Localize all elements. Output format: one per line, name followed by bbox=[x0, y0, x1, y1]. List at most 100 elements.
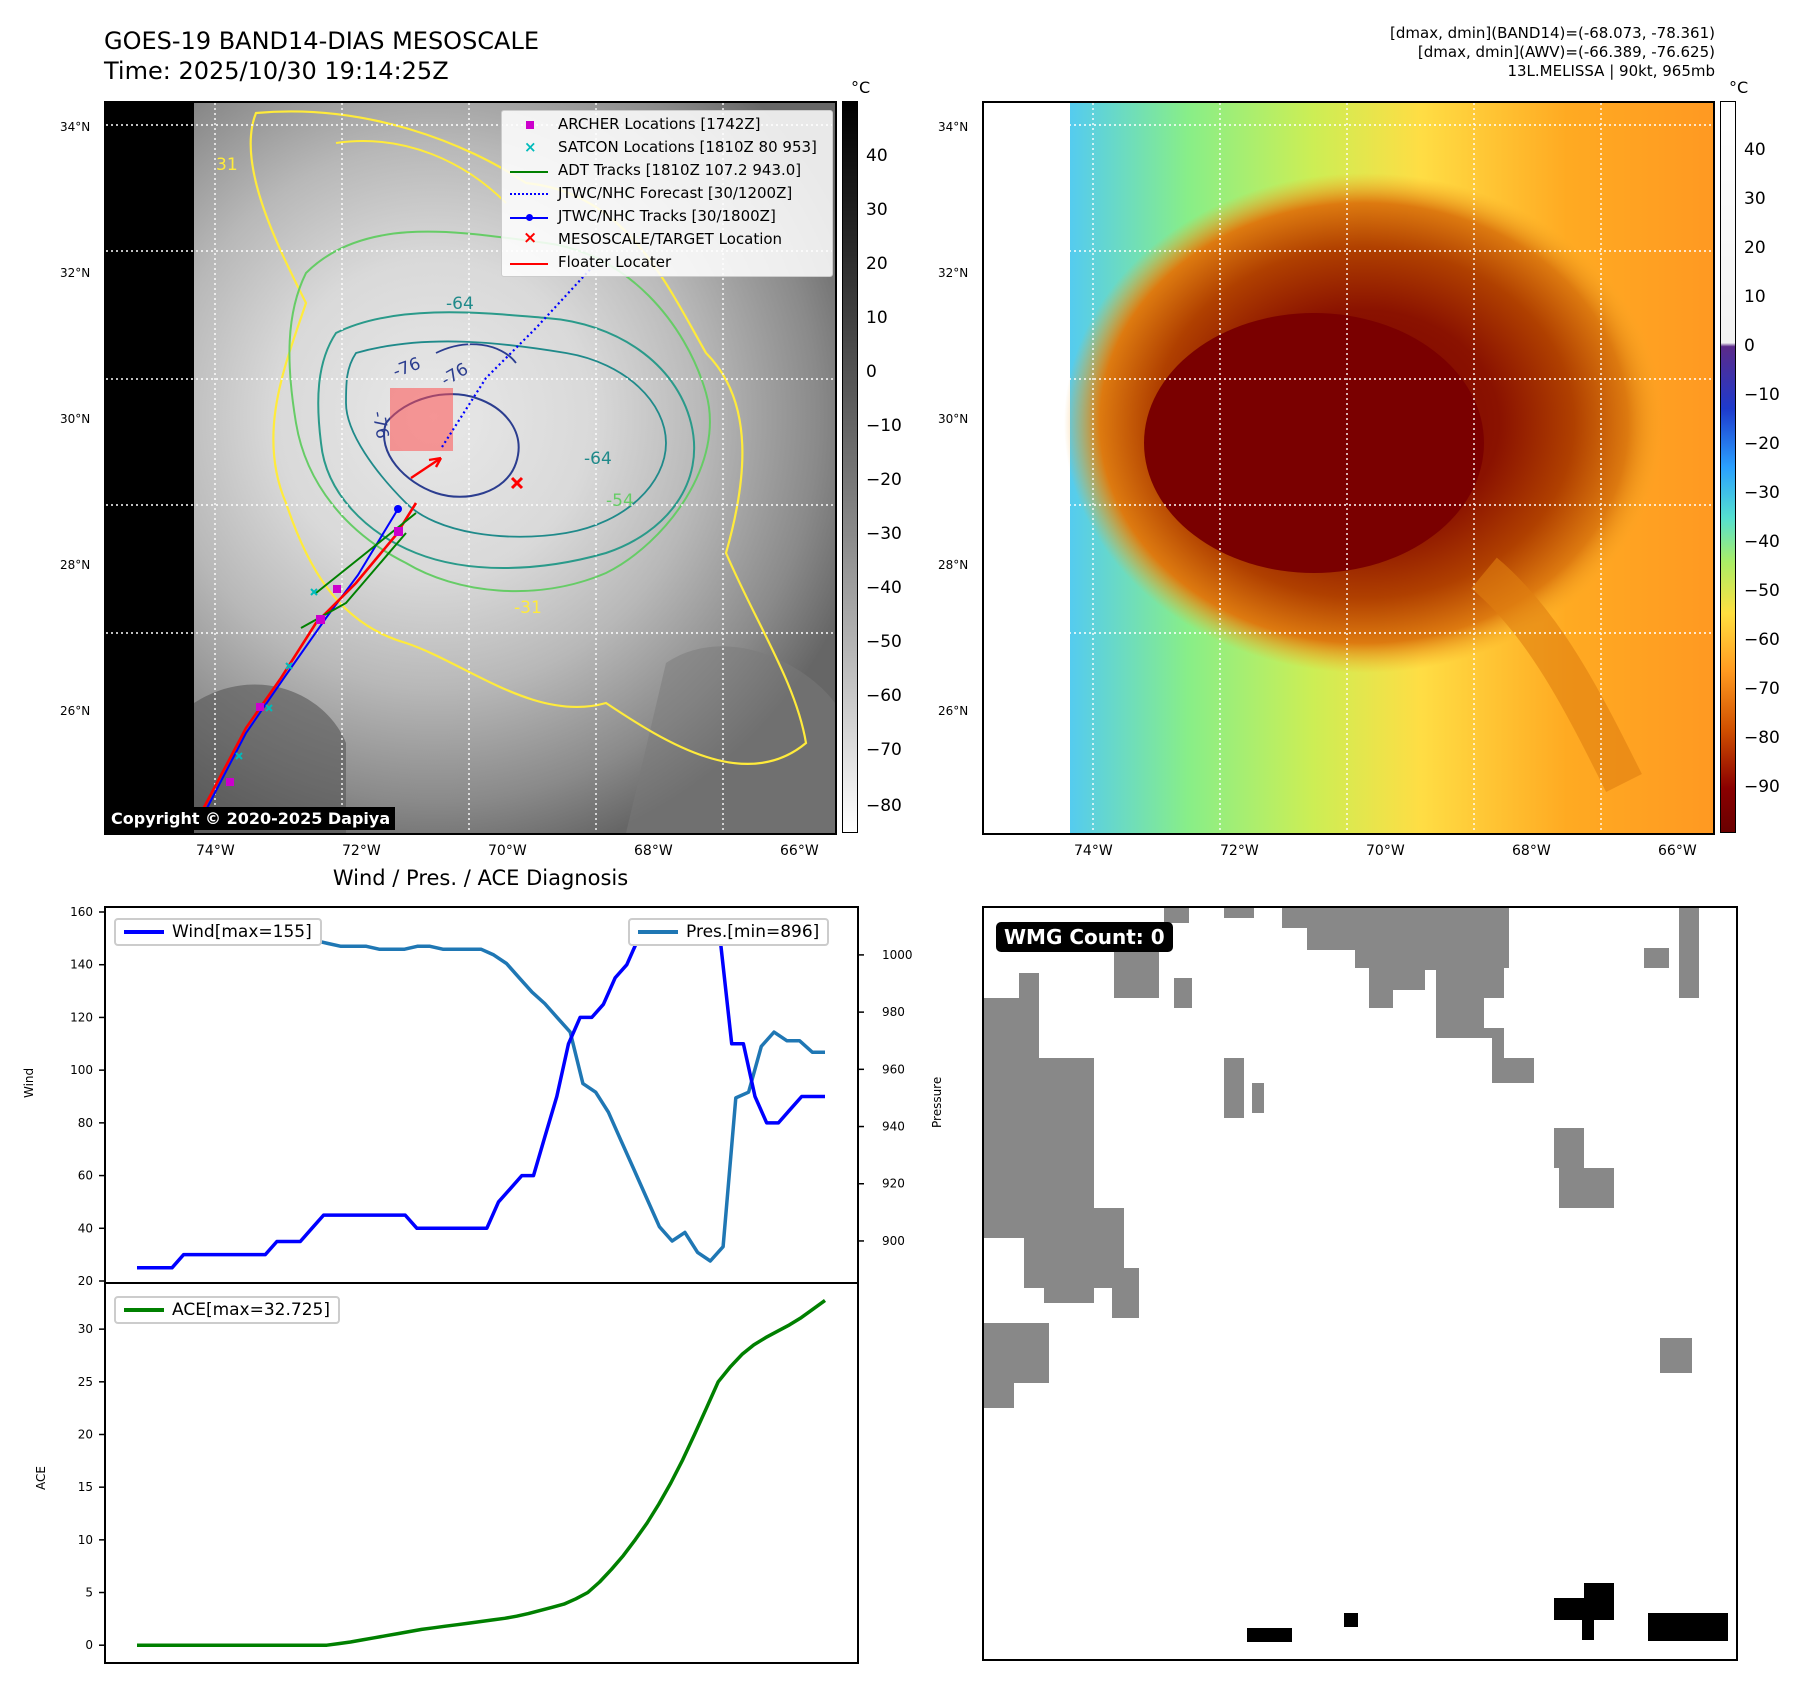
wind-tick-label: 20 bbox=[78, 1274, 93, 1288]
contour-label: -54 bbox=[606, 491, 634, 511]
colorbar-tick: −50 bbox=[1744, 581, 1780, 601]
wind-line bbox=[137, 923, 825, 1270]
colorbar-tick: −50 bbox=[866, 632, 902, 652]
colorbar-unit: °C bbox=[1729, 78, 1749, 97]
band14-map: -64 -76 -76 -76 -64 -54 -31 31 ARCHER Lo… bbox=[104, 101, 837, 835]
lat-label: 26°N bbox=[938, 704, 969, 718]
pressure-tick-label: 920 bbox=[882, 1177, 905, 1191]
legend-label: ARCHER Locations [1742Z] bbox=[558, 115, 761, 133]
colorbar-tick: −10 bbox=[866, 416, 902, 436]
wind-tick-label: 100 bbox=[70, 1063, 93, 1077]
wind-tick-label: 140 bbox=[70, 958, 93, 972]
pressure-tick-label: 900 bbox=[882, 1234, 905, 1248]
ace-plot-frame bbox=[104, 1282, 859, 1664]
colorbar-tick: 10 bbox=[866, 308, 888, 328]
pressure-legend-line-icon bbox=[638, 930, 678, 934]
red-x-icon: × bbox=[523, 227, 538, 248]
wind-tick-label: 60 bbox=[78, 1169, 93, 1183]
wind-legend-label: Wind[max=155] bbox=[172, 922, 312, 942]
lat-label: 30°N bbox=[938, 412, 969, 426]
colorbar-tick: −90 bbox=[1744, 777, 1780, 797]
blue-dotted-line-icon bbox=[510, 184, 550, 204]
legend-item: ARCHER Locations [1742Z] bbox=[510, 113, 824, 136]
colorbar-tick: −30 bbox=[866, 524, 902, 544]
ace-tick-label: 30 bbox=[78, 1322, 93, 1336]
ace-line bbox=[137, 1298, 827, 1647]
pressure-tick-label: 960 bbox=[882, 1062, 905, 1076]
copyright-label: Copyright © 2020-2025 Dapiya bbox=[106, 807, 396, 830]
pressure-line bbox=[137, 924, 825, 1263]
colorbar-tick: 0 bbox=[866, 362, 877, 382]
colorbar-tick: −40 bbox=[1744, 532, 1780, 552]
diagnosis-chart: 20 40 60 80 100 120 140 160 900 920 940 960 980 1000 0… bbox=[70, 905, 913, 1664]
legend-item: ADT Tracks [1810Z 107.2 943.0] bbox=[510, 159, 824, 182]
diagnosis-title: Wind / Pres. / ACE Diagnosis bbox=[332, 866, 629, 890]
contour-label: -64 bbox=[446, 294, 474, 314]
colorbar-tick: −40 bbox=[866, 578, 902, 598]
lon-label: 66°W bbox=[780, 843, 819, 859]
lon-label: 66°W bbox=[1658, 843, 1697, 859]
wind-tick-label: 40 bbox=[78, 1221, 93, 1235]
lon-label: 68°W bbox=[634, 843, 673, 859]
lat-label: 34°N bbox=[938, 120, 969, 134]
awv-map bbox=[982, 101, 1715, 835]
info-band14: [dmax, dmin](BAND14)=(-68.073, -78.361) bbox=[1390, 24, 1715, 42]
ace-tick-label: 5 bbox=[85, 1586, 93, 1600]
colorbar-tick: 0 bbox=[1744, 336, 1755, 356]
legend-label: MESOSCALE/TARGET Location bbox=[558, 230, 783, 248]
colorbar-tick: 40 bbox=[1744, 140, 1766, 160]
lat-label: 34°N bbox=[60, 120, 91, 134]
lat-label: 32°N bbox=[60, 266, 91, 280]
legend-item: JTWC/NHC Forecast [30/1200Z] bbox=[510, 182, 824, 205]
plot-title: GOES-19 BAND14-DIAS MESOSCALE bbox=[104, 27, 540, 55]
pressure-tick-label: 940 bbox=[882, 1120, 905, 1134]
wind-tick-label: 120 bbox=[70, 1010, 93, 1024]
colorbar-tick: −80 bbox=[1744, 728, 1780, 748]
blue-dot-line-icon bbox=[510, 207, 550, 227]
lat-label: 28°N bbox=[938, 558, 969, 572]
colorbar-tick: −20 bbox=[1744, 434, 1780, 454]
red-line-icon bbox=[510, 253, 550, 273]
ace-tick-label: 15 bbox=[78, 1480, 93, 1494]
colorbar-tick: 20 bbox=[1744, 238, 1766, 258]
pressure-tick-label: 1000 bbox=[882, 948, 913, 962]
awv-map-image bbox=[984, 103, 1713, 833]
colorbar-tick: 30 bbox=[1744, 189, 1766, 209]
band14-colorbar bbox=[842, 101, 858, 833]
lat-label: 32°N bbox=[938, 266, 969, 280]
colorbar-tick: −70 bbox=[1744, 679, 1780, 699]
colorbar-tick: −60 bbox=[866, 686, 902, 706]
ace-legend-label: ACE[max=32.725] bbox=[172, 1300, 330, 1320]
pressure-legend-label: Pres.[min=896] bbox=[686, 922, 820, 942]
colorbar-tick: −30 bbox=[1744, 483, 1780, 503]
legend-label: ADT Tracks [1810Z 107.2 943.0] bbox=[558, 161, 802, 179]
ace-tick-label: 20 bbox=[78, 1427, 93, 1441]
wind-tick-label: 80 bbox=[78, 1116, 93, 1130]
pressure-legend: Pres.[min=896] bbox=[628, 918, 830, 946]
colorbar-tick: 30 bbox=[866, 200, 888, 220]
lat-label: 26°N bbox=[60, 704, 91, 718]
contour-label: 31 bbox=[216, 155, 238, 175]
lon-label: 68°W bbox=[1512, 843, 1551, 859]
info-storm: 13L.MELISSA | 90kt, 965mb bbox=[1507, 62, 1715, 80]
ace-legend: ACE[max=32.725] bbox=[114, 1296, 340, 1324]
lon-label: 72°W bbox=[342, 843, 381, 859]
contour-label: -64 bbox=[584, 449, 612, 469]
magenta-square-icon bbox=[510, 115, 550, 135]
wind-tick-label: 160 bbox=[70, 905, 93, 919]
green-line-icon bbox=[510, 161, 550, 181]
legend-item: × SATCON Locations [1810Z 80 953] bbox=[510, 136, 824, 159]
legend-label: JTWC/NHC Tracks [30/1800Z] bbox=[558, 207, 776, 225]
lat-label: 28°N bbox=[60, 558, 91, 572]
wind-legend: Wind[max=155] bbox=[114, 918, 322, 946]
pressure-tick-label: 980 bbox=[882, 1005, 905, 1019]
legend-item: × MESOSCALE/TARGET Location bbox=[510, 228, 824, 251]
wind-legend-line-icon bbox=[124, 930, 164, 934]
ace-tick-label: 25 bbox=[78, 1375, 93, 1389]
legend-item: Floater Locater bbox=[510, 251, 824, 274]
ace-tick-label: 10 bbox=[78, 1533, 93, 1547]
colorbar-tick: −10 bbox=[1744, 385, 1780, 405]
ace-legend-line-icon bbox=[124, 1308, 164, 1312]
legend-item: JTWC/NHC Tracks [30/1800Z] bbox=[510, 205, 824, 228]
lon-label: 70°W bbox=[488, 843, 527, 859]
